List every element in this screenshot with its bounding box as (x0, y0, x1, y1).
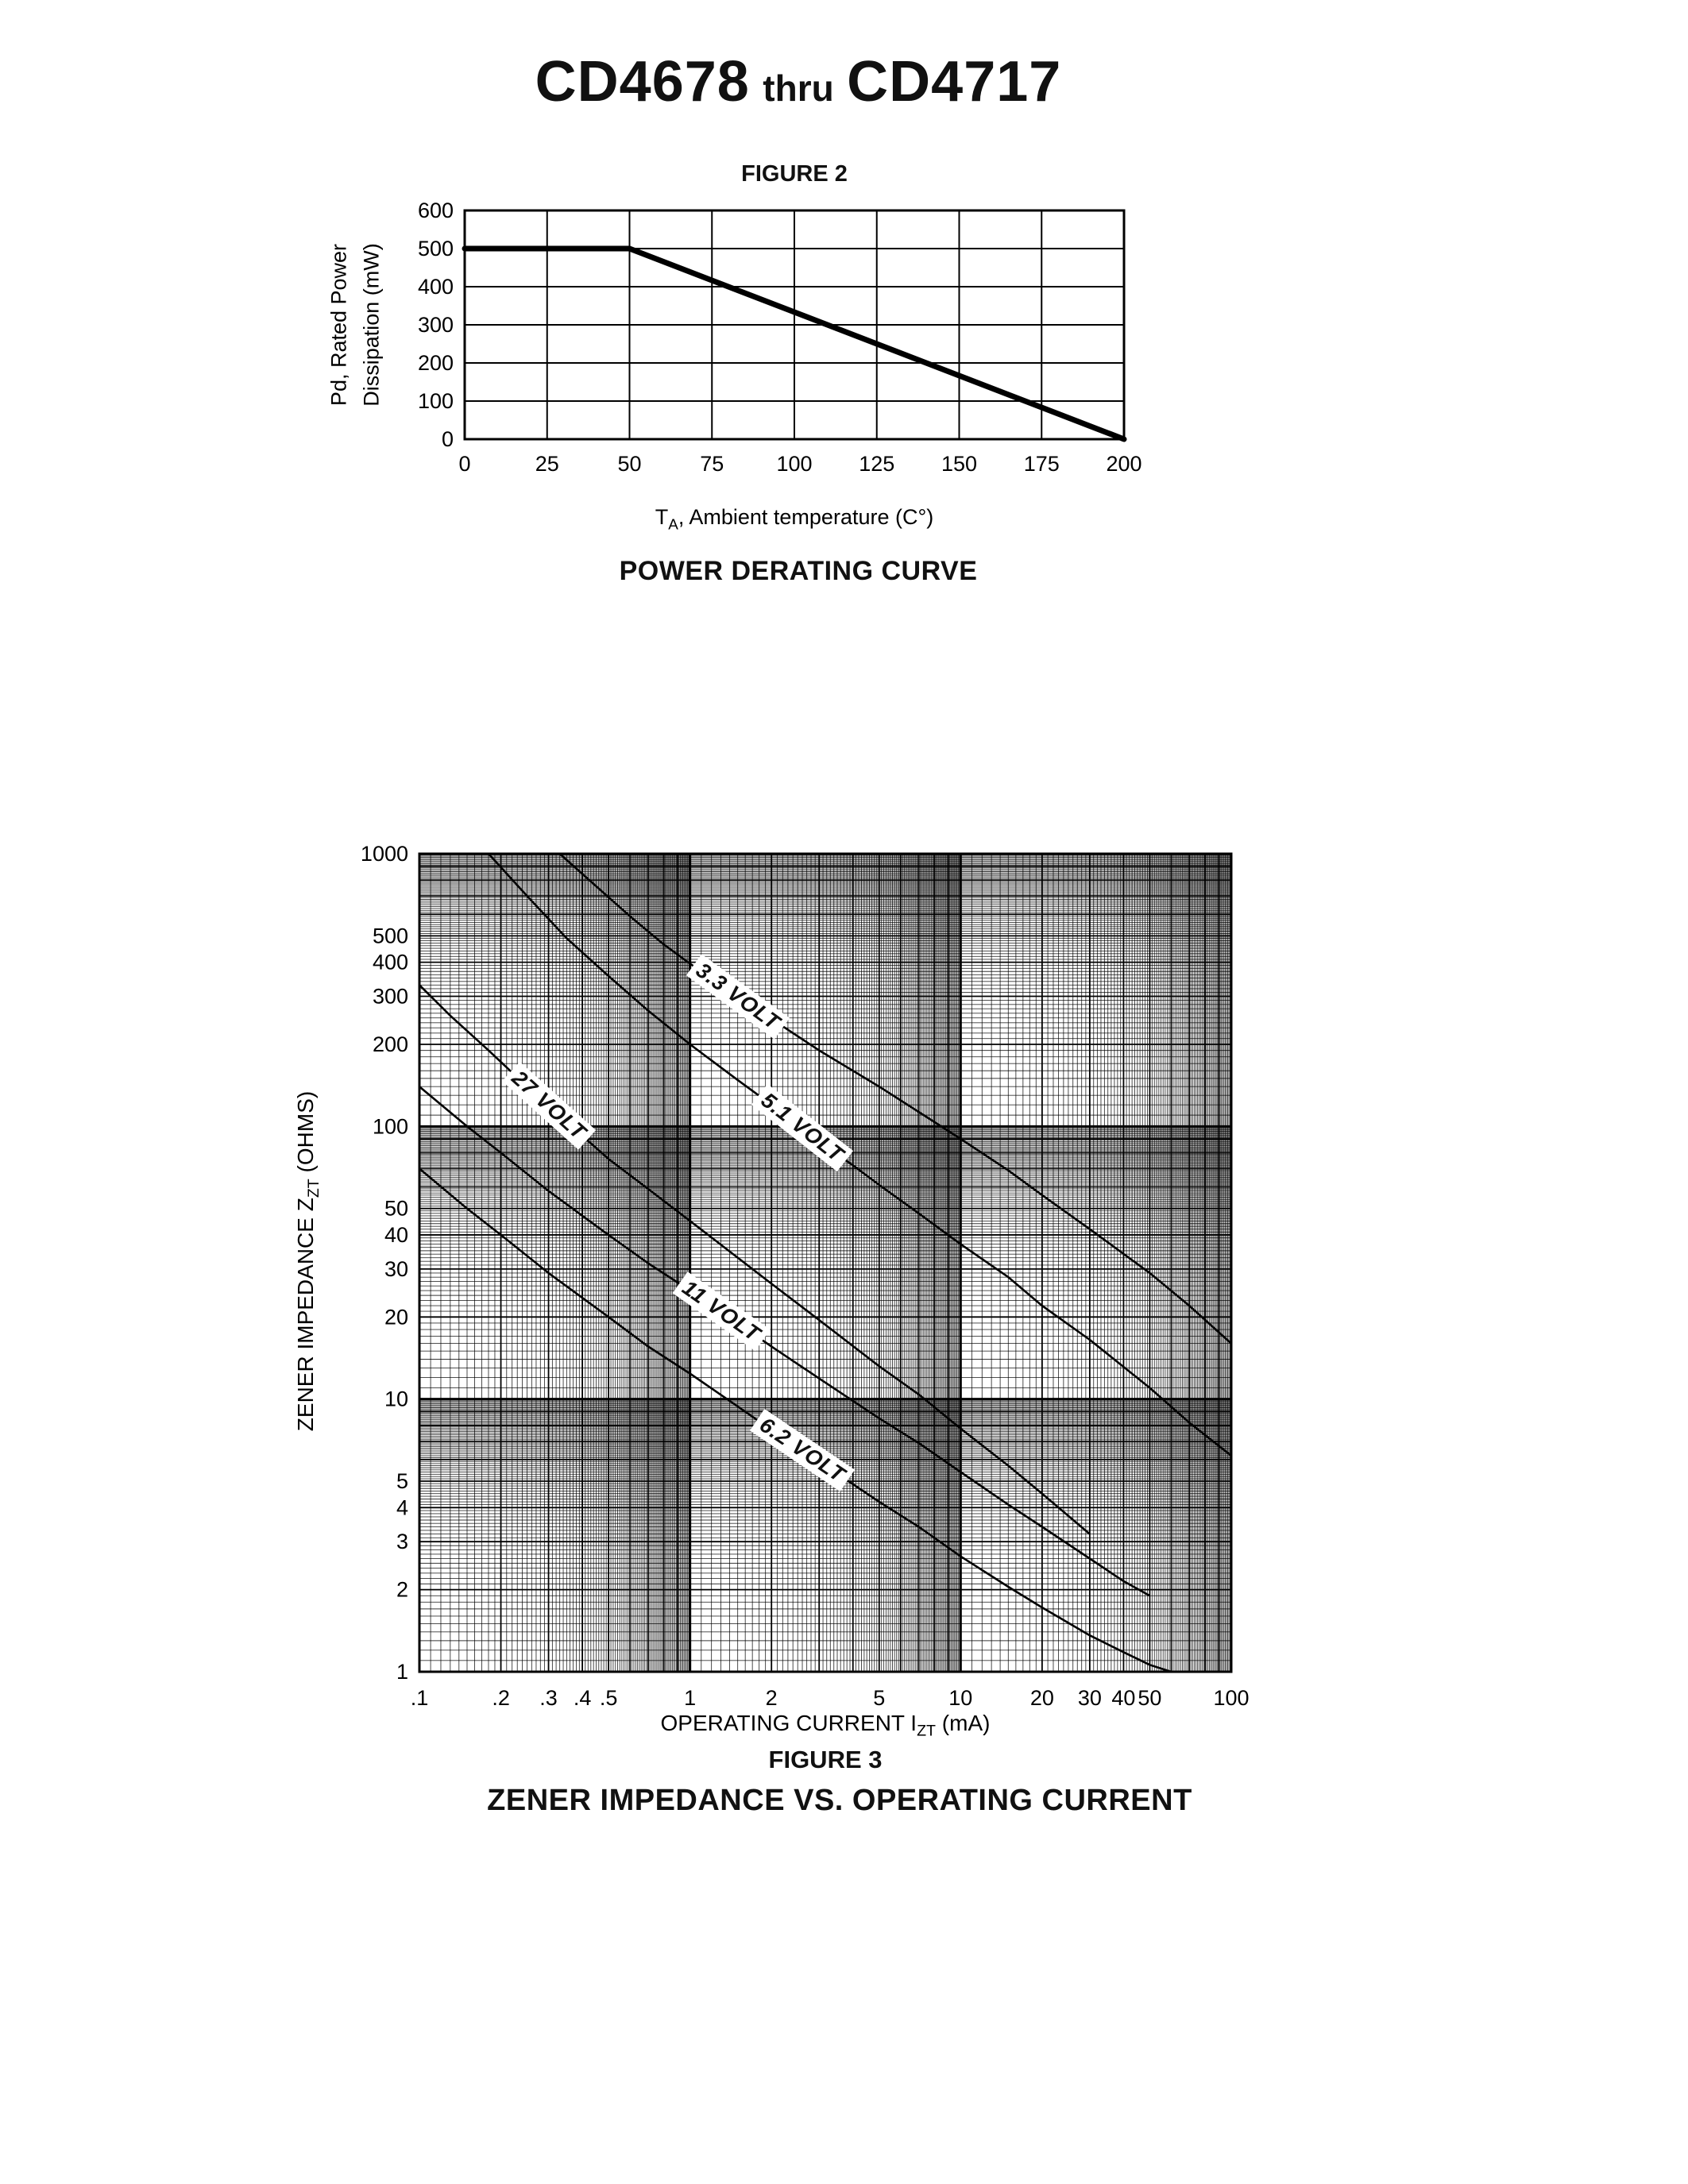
figure3-x-axis-subscript: ZT (917, 1722, 937, 1740)
figure2-x-axis-prefix: T (655, 505, 669, 529)
figure3-y-axis-label: ZENER IMPEDANCE ZZT (OHMS) (293, 1091, 323, 1431)
x-tick-label: 50 (617, 452, 641, 476)
figure3-x-axis-prefix: OPERATING CURRENT I (660, 1711, 917, 1735)
figure3-x-axis-label: OPERATING CURRENT IZT (mA) (0, 1711, 1651, 1741)
x-tick-label: 5 (873, 1686, 885, 1710)
y-tick-label: 300 (418, 313, 454, 337)
figure3-y-axis-prefix: ZENER IMPEDANCE Z (293, 1198, 319, 1432)
figure3-x-axis-suffix: (mA) (936, 1711, 991, 1735)
title-part-number-start: CD4678 (535, 50, 750, 114)
y-tick-label: 400 (373, 951, 408, 974)
x-tick-label: 100 (1213, 1686, 1249, 1710)
y-tick-label: 600 (418, 199, 454, 222)
y-tick-label: 5 (396, 1469, 408, 1493)
figure2-y-axis-label: Pd, Rated Power Dissipation (mW) (323, 243, 388, 407)
y-tick-label: 20 (384, 1305, 408, 1329)
y-tick-label: 30 (384, 1257, 408, 1281)
figure2-y-axis-line1: Pd, Rated Power (326, 243, 351, 407)
figure2-heading: FIGURE 2 (741, 161, 848, 187)
zener-impedance-chart: .1.2.3.4.5 1 2 5 10 20 30 40 50 10010005004003002… (361, 842, 1250, 1710)
figure2-x-axis-label: TA, Ambient temperature (C°) (0, 505, 1589, 534)
y-tick-label: 200 (418, 351, 454, 375)
x-tick-label: 175 (1024, 452, 1060, 476)
x-tick-label: .5 (600, 1686, 618, 1710)
series-curve (419, 1086, 1151, 1597)
x-tick-label: 125 (859, 452, 894, 476)
title-part-number-end: CD4717 (847, 50, 1062, 114)
y-tick-label: 0 (442, 427, 454, 451)
x-tick-label: .2 (492, 1686, 510, 1710)
figure2-x-axis-subscript: A (668, 516, 678, 534)
y-tick-label: 1000 (361, 842, 408, 866)
y-tick-label: 40 (384, 1223, 408, 1247)
figure2-y-axis-line2: Dissipation (mW) (359, 243, 383, 407)
x-tick-label: .1 (411, 1686, 429, 1710)
series-curve (488, 853, 1232, 1457)
series-curve (558, 853, 1232, 1345)
x-tick-label: 20 (1030, 1686, 1054, 1710)
x-tick-label: .4 (574, 1686, 592, 1710)
y-tick-label: 3 (396, 1530, 408, 1553)
x-tick-label: 0 (458, 452, 470, 476)
figure3-heading: FIGURE 3 (768, 1746, 883, 1773)
y-tick-label: 500 (373, 924, 408, 947)
x-tick-label: 100 (776, 452, 812, 476)
x-tick-label: 40 (1111, 1686, 1135, 1710)
y-tick-label: 300 (373, 985, 408, 1009)
figure2-caption: POWER DERATING CURVE (619, 556, 978, 586)
x-tick-label: 1 (684, 1686, 696, 1710)
y-tick-label: 2 (396, 1578, 408, 1602)
y-tick-label: 4 (396, 1495, 408, 1519)
plot-frame (418, 852, 1233, 1673)
y-tick-label: 50 (384, 1197, 408, 1221)
x-tick-label: .3 (539, 1686, 558, 1710)
x-tick-label: 150 (941, 452, 977, 476)
figure3-caption: ZENER IMPEDANCE VS. OPERATING CURRENT (487, 1784, 1192, 1817)
y-tick-label: 100 (418, 389, 454, 413)
y-tick-label: 100 (373, 1114, 408, 1138)
x-tick-label: 10 (948, 1686, 972, 1710)
figure3-y-axis-suffix: (OHMS) (293, 1090, 319, 1179)
y-tick-label: 400 (418, 275, 454, 299)
y-tick-label: 1 (396, 1660, 408, 1684)
x-tick-label: 50 (1138, 1686, 1161, 1710)
x-tick-label: 200 (1106, 452, 1141, 476)
figure2-x-axis-suffix: , Ambient temperature (C°) (678, 505, 934, 529)
power-derating-chart: 0 25 50 75 100 125 150 175 200 0 100 200 300 400 500 60… (418, 199, 1142, 476)
x-tick-label: 25 (535, 452, 559, 476)
plot-frame (463, 209, 1126, 441)
derating-curve (462, 245, 1127, 442)
y-tick-label: 10 (384, 1387, 408, 1411)
page-title: CD4678 thru CD4717 (0, 49, 1597, 114)
x-tick-label: 75 (700, 452, 724, 476)
title-connector: thru (763, 68, 834, 109)
y-tick-label: 200 (373, 1032, 408, 1056)
x-tick-label: 2 (766, 1686, 778, 1710)
figure3-y-axis-subscript: ZT (304, 1179, 323, 1198)
y-tick-label: 500 (418, 237, 454, 260)
x-tick-label: 30 (1078, 1686, 1102, 1710)
